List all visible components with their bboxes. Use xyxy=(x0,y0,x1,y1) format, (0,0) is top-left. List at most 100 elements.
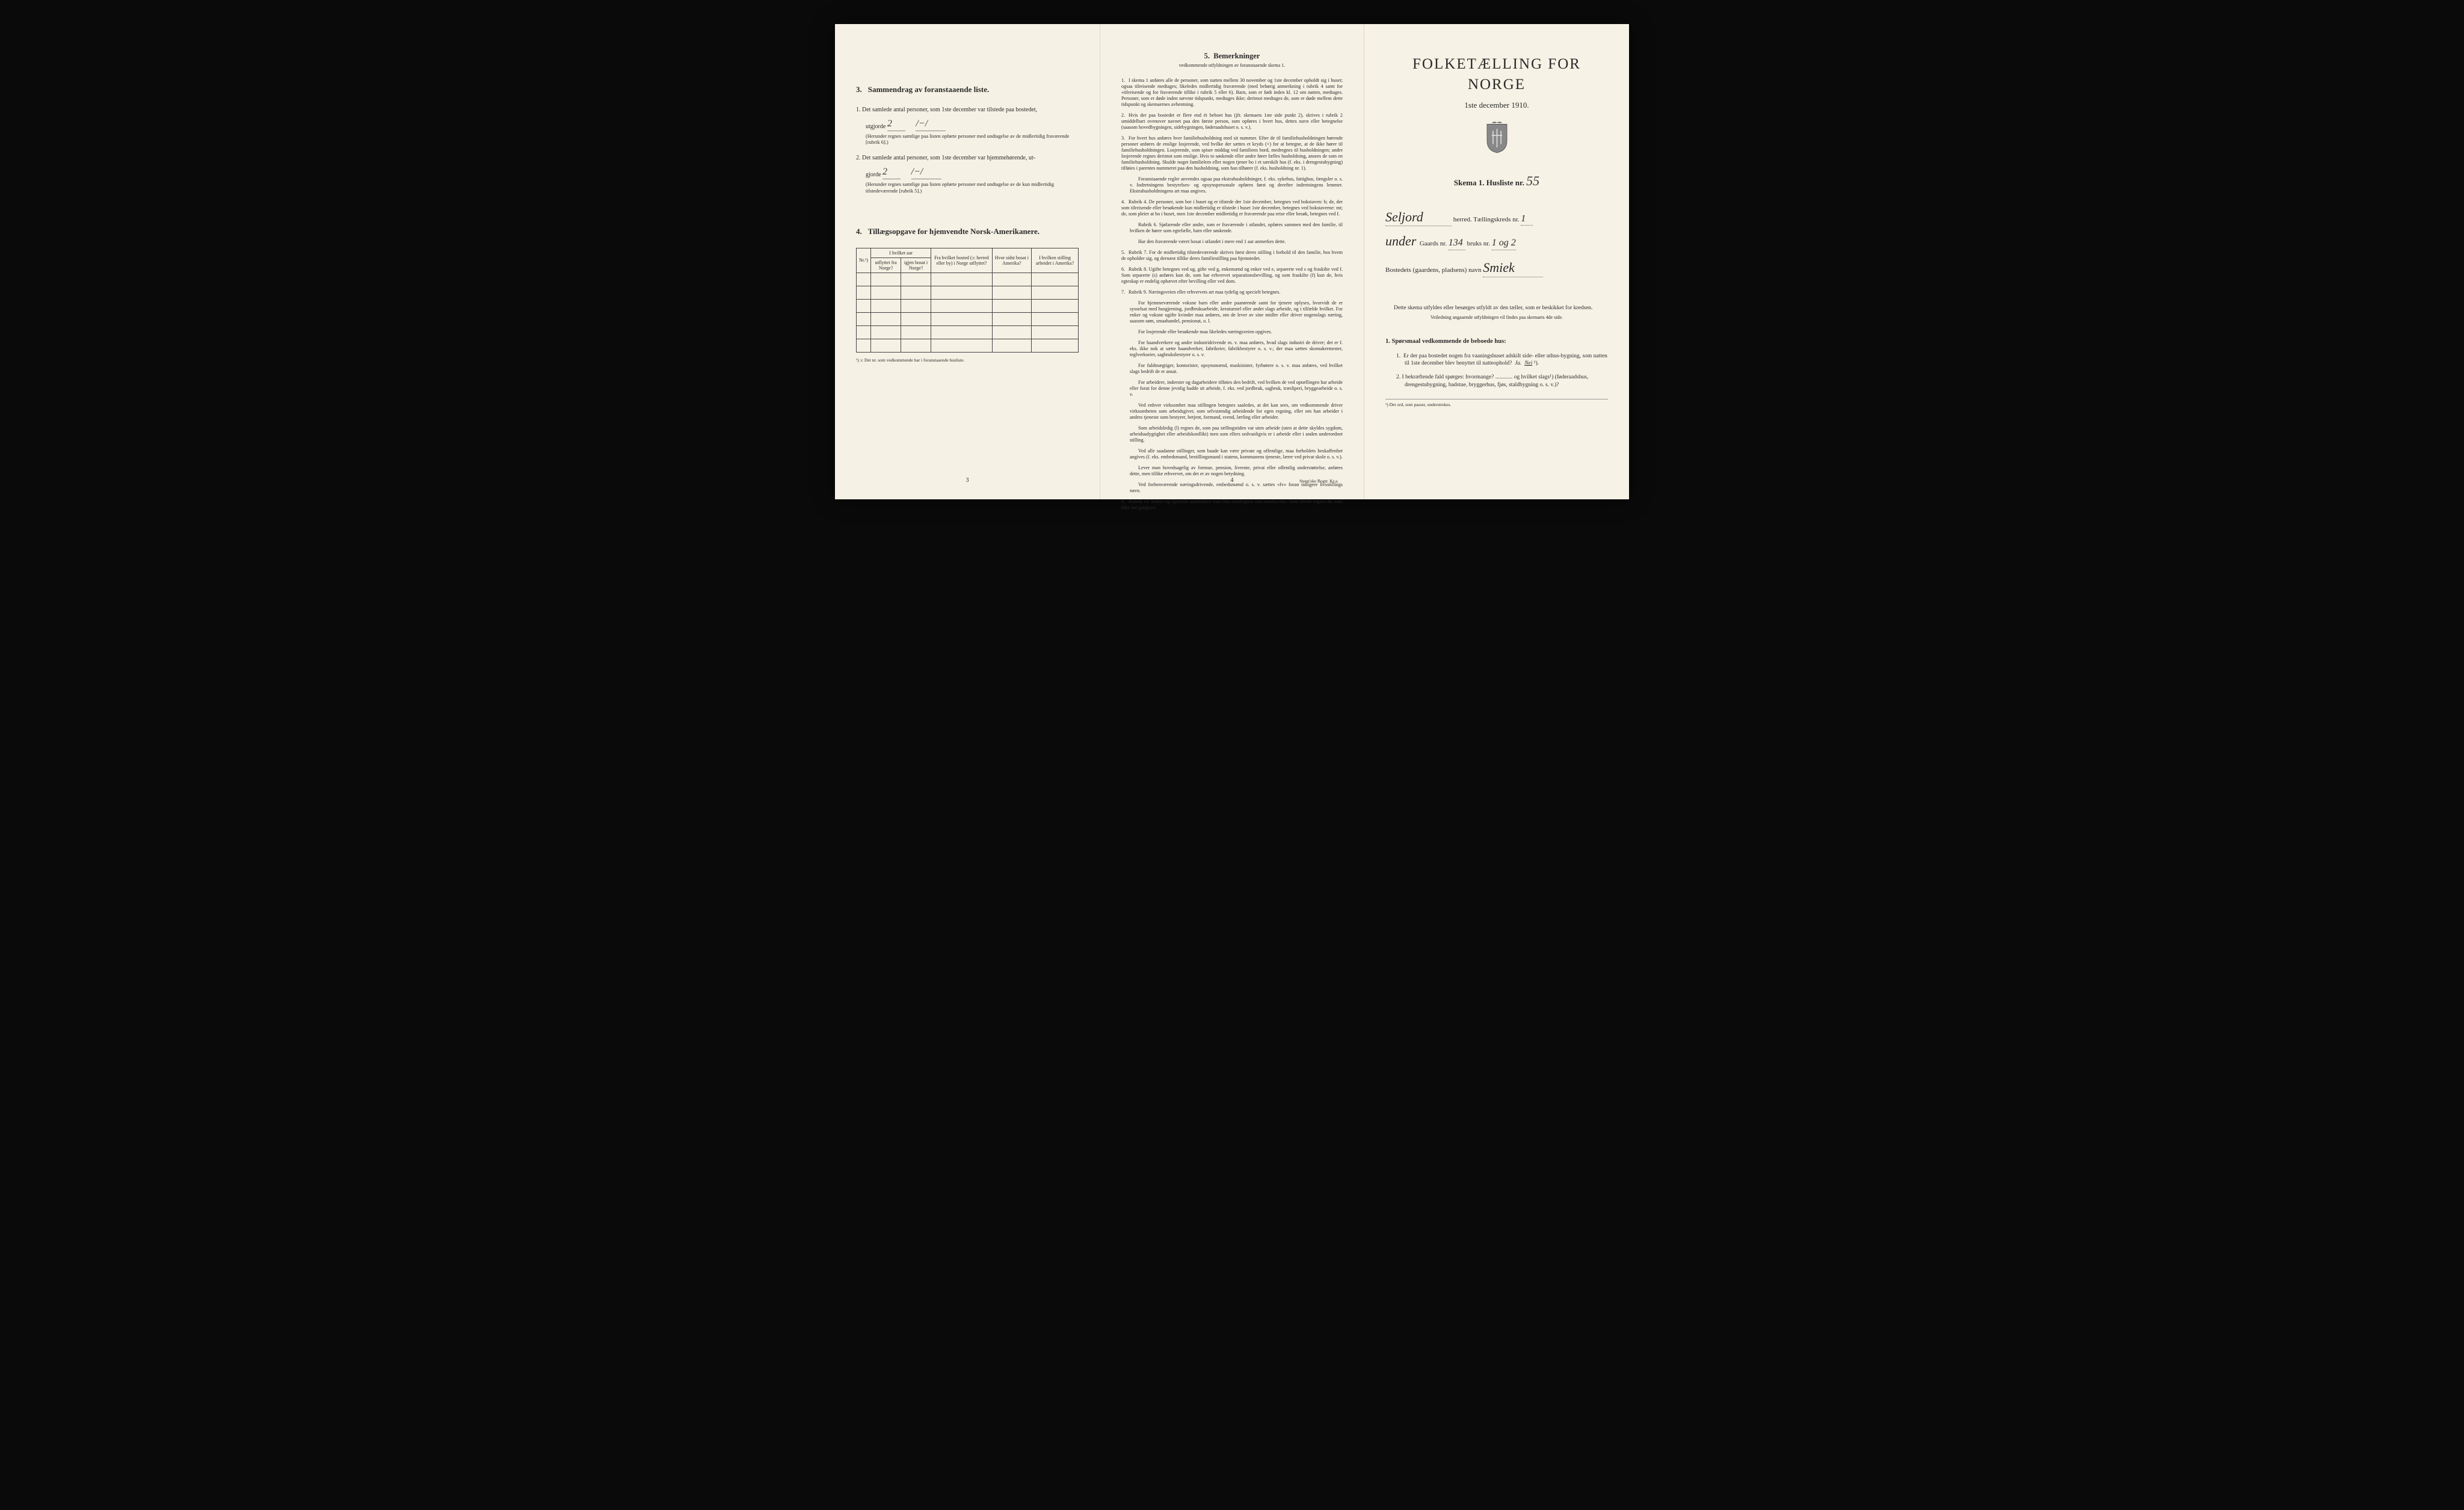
table-cell xyxy=(931,339,993,353)
rule-para: Ved alle saadanne stillinger, som baade … xyxy=(1130,448,1343,460)
table-cell xyxy=(901,286,931,300)
gaard-nr: 134 xyxy=(1449,238,1463,248)
coat-of-arms-icon xyxy=(1483,121,1511,154)
table-cell xyxy=(1032,300,1079,313)
page-4: 5. Bemerkninger vedkommende utfyldningen… xyxy=(1100,24,1364,499)
table-cell xyxy=(992,300,1031,313)
col-emigrated: utflyttet fra Norge? xyxy=(871,257,901,273)
table-cell xyxy=(931,326,993,339)
rule-text: For hvert hus anføres hver familiehushol… xyxy=(1121,135,1343,171)
col-year: I hvilket aar xyxy=(871,248,931,257)
main-title: FOLKETÆLLING FOR NORGE xyxy=(1385,54,1608,95)
rule-sub: Foranstaaende regler anvendes ogsaa paa … xyxy=(1130,176,1343,194)
table-cell xyxy=(992,326,1031,339)
item-1-val2: /−/ xyxy=(916,119,928,129)
rule-text: Rubrik 9. Næringsveien eller erhvervets … xyxy=(1129,289,1280,295)
rule-item: 6.Rubrik 8. Ugifte betegnes ved ug, gift… xyxy=(1121,267,1343,285)
herred-val: Seljord xyxy=(1385,209,1423,224)
bosted-label: Bostedets (gaardens, pladsens) navn xyxy=(1385,267,1481,274)
utgjorde-label: utgjorde xyxy=(866,123,886,130)
gaard-label: Gaards nr. xyxy=(1420,240,1447,247)
table-cell xyxy=(901,273,931,286)
rule-text: Rubrik 8. Ugifte betegnes ved ug, gifte … xyxy=(1121,267,1343,284)
instruction-sub: Veiledning angaaende utfyldningen vil fi… xyxy=(1385,315,1608,321)
rules-list: 1.I skema 1 anføres alle de personer, so… xyxy=(1121,78,1343,511)
table-cell xyxy=(992,286,1031,300)
rule-num: 4. xyxy=(1121,199,1129,205)
rule-para: For losjerende eller besøkende maa likel… xyxy=(1130,329,1343,335)
rule-text: Rubrik 7. For de midlertidig tilstedevær… xyxy=(1121,250,1343,261)
item-2: 2. Det samlede antal personer, som 1ste … xyxy=(856,154,1079,194)
rule-num: 2. xyxy=(1121,112,1129,119)
item-1: 1. Det samlede antal personer, som 1ste … xyxy=(856,106,1079,146)
table-cell xyxy=(1032,286,1079,300)
item-1-label: 1. Det samlede antal personer, som 1ste … xyxy=(856,106,1079,114)
rule-para: Som arbeidsledig (l) regnes de, som paa … xyxy=(1130,425,1343,443)
rule-num: 7. xyxy=(1121,289,1129,295)
skema-line: Skema 1. Husliste nr. 55 xyxy=(1385,172,1608,190)
page-3: 3.Sammendrag av foranstaaende liste. 1. … xyxy=(835,24,1100,499)
table-cell xyxy=(901,339,931,353)
rule-item: 2.Hvis der paa bostedet er flere end ét … xyxy=(1121,112,1343,131)
page-number-3: 3 xyxy=(966,476,969,485)
table-row xyxy=(857,286,1079,300)
section-4-num: 4. xyxy=(856,227,862,236)
rule-item: 8.Rubrik 14. Sinker og lignende aandsslø… xyxy=(1121,499,1343,511)
section-3-title: Sammendrag av foranstaaende liste. xyxy=(868,85,990,94)
item-2-label: 2. Det samlede antal personer, som 1ste … xyxy=(856,154,1079,162)
table-cell xyxy=(871,273,901,286)
document-spread: 3.Sammendrag av foranstaaende liste. 1. … xyxy=(835,24,1629,499)
table-cell xyxy=(931,313,993,326)
footnote-right: ¹) Det ord, som passer, understrekes. xyxy=(1385,399,1608,408)
rule-para: For haandverkere og andre industridriven… xyxy=(1130,340,1343,358)
rule-item: 7.Rubrik 9. Næringsveien eller erhvervet… xyxy=(1121,289,1343,295)
table-cell xyxy=(857,339,871,353)
section-5-num: 5. xyxy=(1204,52,1210,60)
question-1: 1. Er der paa bostedet nogen fra vaaning… xyxy=(1396,353,1608,368)
table-cell xyxy=(871,313,901,326)
table-cell xyxy=(901,313,931,326)
table-cell xyxy=(931,273,993,286)
printer-line: Steen'ske Bogtr. Kr.a. xyxy=(1299,478,1338,484)
rule-para: For hjemmeværende voksne barn eller andr… xyxy=(1130,300,1343,324)
table-cell xyxy=(857,273,871,286)
page-1-cover: FOLKETÆLLING FOR NORGE 1ste december 191… xyxy=(1364,24,1629,499)
table-row xyxy=(857,326,1079,339)
rule-para: Lever man hovedsagelig av formue, pensio… xyxy=(1130,465,1343,477)
rule-text: Rubrik 14. Sinker og lignende aandssløve… xyxy=(1121,499,1343,510)
table-row xyxy=(857,313,1079,326)
supplementary-table: Nr.¹) I hvilket aar Fra hvilket bosted (… xyxy=(856,248,1079,353)
rule-sub: Rubrik 6. Sjøfarende eller andre, som er… xyxy=(1130,222,1343,234)
table-cell xyxy=(901,326,931,339)
col-nr: Nr.¹) xyxy=(857,248,871,273)
rule-num: 8. xyxy=(1121,499,1129,505)
table-cell xyxy=(871,300,901,313)
rule-para: For arbeidere, inderster og dagarbeidere… xyxy=(1130,380,1343,398)
section-5-sub: vedkommende utfyldningen av foranstaaend… xyxy=(1121,63,1343,69)
section-5-heading: 5. Bemerkninger xyxy=(1121,51,1343,61)
col-occupation: I hvilken stilling arbeidet i Amerika? xyxy=(1032,248,1079,273)
census-date: 1ste december 1910. xyxy=(1385,100,1608,111)
rule-num: 5. xyxy=(1121,250,1129,256)
section-3-heading: 3.Sammendrag av foranstaaende liste. xyxy=(856,84,1079,95)
rule-item: 4.Rubrik 4. De personer, som bor i huset… xyxy=(1121,199,1343,217)
item-1-val1: 2 xyxy=(887,119,892,129)
table-cell xyxy=(992,273,1031,286)
col-from: Fra hvilket bosted (ɔ: herred eller by) … xyxy=(931,248,993,273)
table-cell xyxy=(857,313,871,326)
table-row xyxy=(857,300,1079,313)
rule-item: 3.For hvert hus anføres hver familiehush… xyxy=(1121,135,1343,171)
item-2-note: (Herunder regnes samtlige paa listen opf… xyxy=(866,181,1079,194)
husliste-nr: 55 xyxy=(1526,173,1539,188)
herred-label: herred. Tællingskreds nr. xyxy=(1453,216,1520,223)
table-cell xyxy=(992,313,1031,326)
table-cell xyxy=(1032,313,1079,326)
section-4-heading: 4.Tillægsopgave for hjemvendte Norsk-Ame… xyxy=(856,226,1079,237)
rule-para: For fuldmægtiger, kontorister, opsynsmæn… xyxy=(1130,363,1343,375)
table-cell xyxy=(1032,326,1079,339)
question-2: 2. I bekræftende fald spørges: hvormange… xyxy=(1396,374,1608,389)
section-5-title: Bemerkninger xyxy=(1213,52,1260,60)
table-cell xyxy=(857,300,871,313)
rule-text: Rubrik 4. De personer, som bor i huset o… xyxy=(1121,199,1343,217)
item-2-val1: 2 xyxy=(882,167,887,177)
